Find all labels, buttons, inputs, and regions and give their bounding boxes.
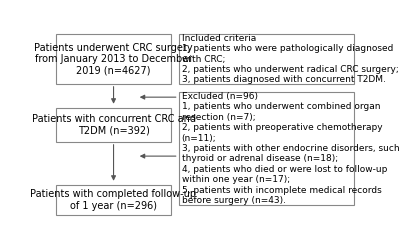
Bar bbox=[56, 108, 171, 142]
Text: Patients with completed follow-up
of 1 year (n=296): Patients with completed follow-up of 1 y… bbox=[30, 189, 197, 211]
Text: Excluded (n=96)
1, patients who underwent combined organ
resection (n=7);
2, pat: Excluded (n=96) 1, patients who underwen… bbox=[182, 92, 400, 205]
Text: Included criteria
1, patients who were pathologically diagnosed
with CRC;
2, pat: Included criteria 1, patients who were p… bbox=[182, 34, 398, 84]
Bar bbox=[56, 34, 171, 84]
Text: Patients underwent CRC surgery
from January 2013 to December
2019 (n=4627): Patients underwent CRC surgery from Janu… bbox=[34, 42, 193, 76]
Text: Patients with concurrent CRC and
T2DM (n=392): Patients with concurrent CRC and T2DM (n… bbox=[32, 114, 196, 136]
Bar bbox=[179, 34, 354, 84]
Bar bbox=[56, 185, 171, 215]
Bar bbox=[179, 92, 354, 205]
